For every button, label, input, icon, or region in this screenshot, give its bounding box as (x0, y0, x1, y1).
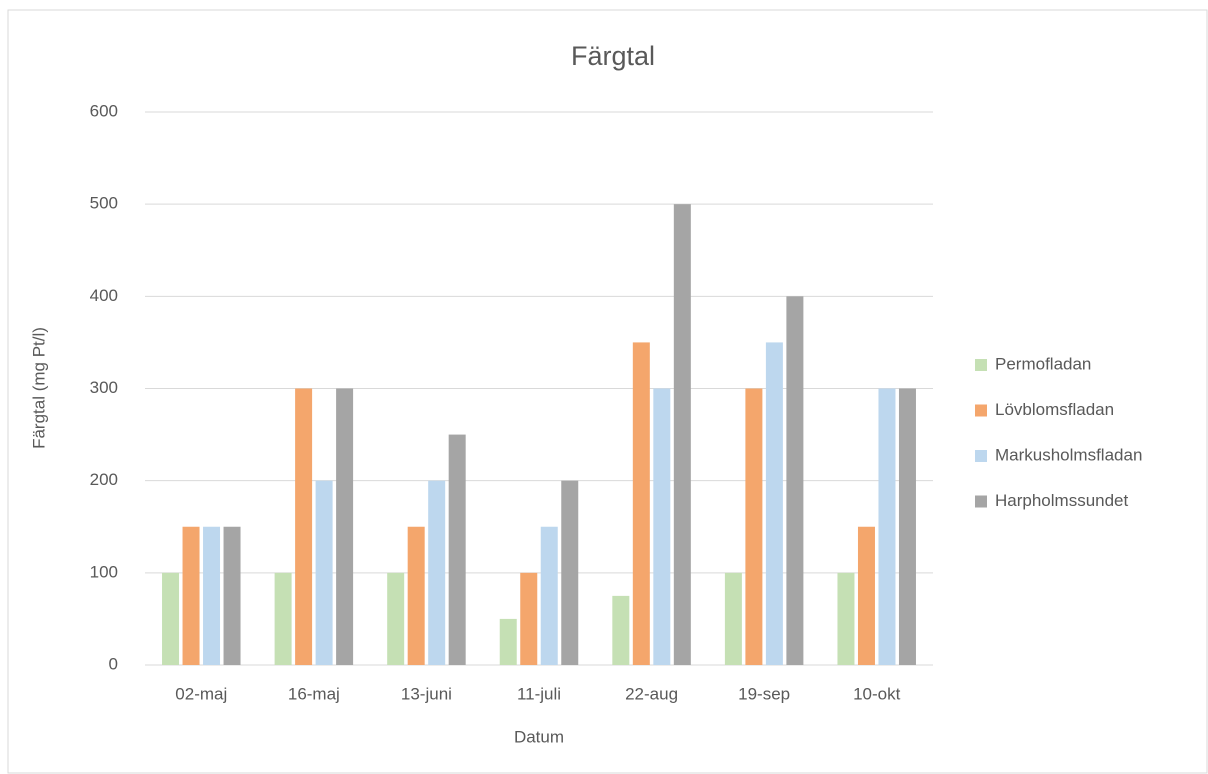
y-tick-label: 400 (90, 286, 118, 305)
legend-swatch (975, 495, 987, 508)
legend-label: Permofladan (995, 354, 1091, 373)
bar (857, 526, 875, 665)
legend-swatch (975, 450, 987, 462)
x-tick-label: 10-okt (853, 684, 901, 703)
bar (274, 572, 292, 665)
bar (837, 572, 855, 665)
bar (653, 388, 671, 665)
bar (878, 388, 896, 665)
bar (315, 480, 333, 665)
x-tick-label: 19-sep (738, 684, 790, 703)
bar (162, 572, 180, 665)
x-tick-label: 16-maj (288, 684, 340, 703)
chart-title: Färgtal (571, 41, 655, 71)
bar (203, 526, 221, 665)
bar (724, 572, 742, 665)
bar (612, 595, 630, 665)
bar (561, 480, 579, 665)
bar (407, 526, 425, 665)
x-tick-label: 11-juli (517, 684, 561, 703)
y-tick-label: 0 (109, 654, 118, 673)
x-tick-label: 13-juni (401, 684, 452, 703)
legend-label: Lövblomsfladan (995, 400, 1114, 419)
y-tick-label: 200 (90, 470, 118, 489)
bar (745, 388, 763, 665)
bar (448, 434, 466, 665)
bar (428, 480, 446, 665)
bar (387, 572, 405, 665)
x-axis-label: Datum (514, 727, 564, 746)
bar (223, 526, 241, 665)
bar (898, 388, 916, 665)
x-tick-label: 02-maj (175, 684, 227, 703)
y-tick-label: 100 (90, 562, 118, 581)
y-axis-label: Färgtal (mg Pt/l) (29, 327, 48, 449)
bar (520, 572, 538, 665)
bar (632, 342, 650, 665)
bar (336, 388, 354, 665)
bar (499, 618, 517, 665)
y-tick-label: 500 (90, 194, 118, 213)
y-tick-label: 300 (90, 378, 118, 397)
legend-label: Markusholmsfladan (995, 445, 1142, 464)
bar (540, 526, 558, 665)
legend-label: Harpholmssundet (995, 491, 1129, 510)
y-tick-label: 600 (90, 101, 118, 120)
bar (786, 296, 804, 665)
bar (673, 204, 691, 665)
x-tick-label: 22-aug (625, 684, 678, 703)
bar (182, 526, 200, 665)
bar (765, 342, 783, 665)
legend-swatch (975, 359, 987, 371)
bar (295, 388, 313, 665)
legend-swatch (975, 404, 987, 417)
